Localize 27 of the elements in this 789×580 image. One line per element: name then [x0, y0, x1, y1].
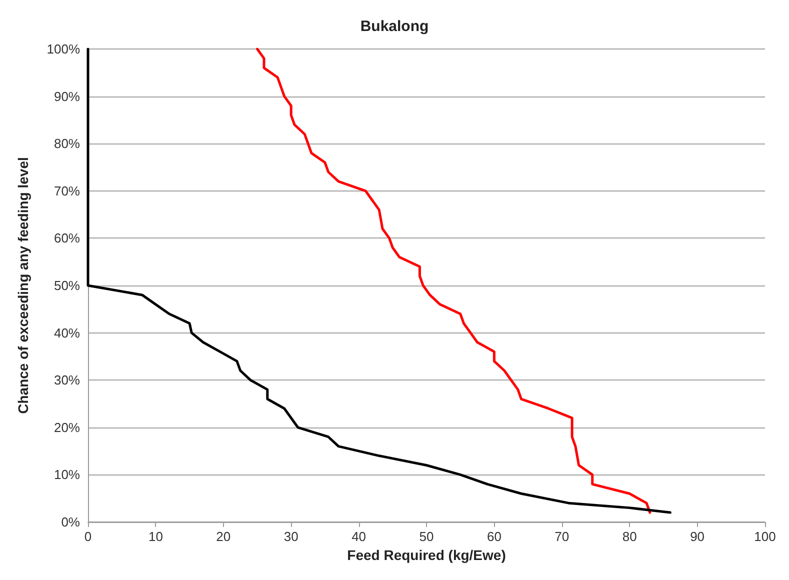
x-tick-label: 10 — [148, 529, 163, 544]
x-tick-label: 50 — [419, 529, 434, 544]
x-tick-label: 80 — [622, 529, 637, 544]
x-tick-label: 40 — [352, 529, 366, 544]
y-axis-title: Chance of exceeding any feeding level — [15, 157, 31, 414]
y-tick-label: 50% — [54, 278, 80, 293]
y-tick-label: 40% — [54, 325, 80, 340]
x-tick-label: 60 — [486, 529, 502, 544]
chart-title: Bukalong — [360, 18, 429, 35]
x-tick-label: 20 — [216, 529, 231, 544]
x-tick-label: 70 — [554, 529, 570, 544]
y-tick-label: 60% — [54, 230, 80, 246]
y-tick-label: 0% — [61, 514, 80, 530]
x-tick-label: 100 — [754, 529, 776, 544]
x-axis-title: Feed Required (kg/Ewe) — [347, 547, 506, 563]
x-tick-label: 0 — [84, 529, 92, 544]
line-series — [256, 48, 652, 514]
y-tick-label: 20% — [54, 420, 80, 435]
y-tick-label: 10% — [54, 467, 80, 482]
line-series — [86, 48, 672, 514]
y-tick-label: 90% — [54, 88, 80, 104]
x-tick-label: 90 — [690, 529, 705, 544]
y-tick-label: 30% — [54, 372, 80, 388]
x-tick-label: 30 — [284, 529, 298, 544]
y-tick-label: 80% — [54, 136, 80, 152]
y-tick-label: 100% — [46, 42, 80, 56]
y-tick-label: 70% — [54, 183, 80, 198]
